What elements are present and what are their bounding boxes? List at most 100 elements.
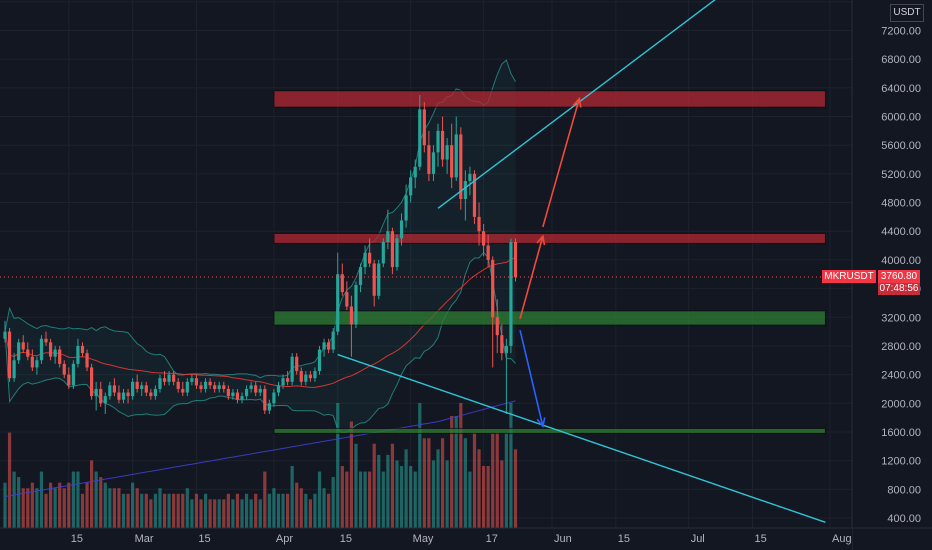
volume-bar: [399, 466, 404, 528]
candle-body: [349, 306, 354, 325]
volume-bar: [176, 493, 180, 528]
candle-body: [372, 263, 376, 296]
y-tick-label: 7200.00: [881, 25, 921, 37]
arrow-down-arrow: [519, 329, 544, 427]
candle-body: [504, 345, 508, 354]
volume-bar: [327, 493, 331, 528]
volume-bar: [381, 471, 385, 528]
volume-bar: [418, 403, 422, 528]
candle-body: [190, 378, 194, 382]
candle-body: [117, 392, 121, 400]
candle-body: [354, 284, 358, 325]
volume-bar: [313, 493, 317, 528]
candle-body: [194, 378, 199, 386]
volume-bar: [185, 488, 189, 528]
zone-resistance-lower: [273, 232, 826, 244]
volume-bar: [30, 482, 34, 528]
volume-bar: [194, 493, 199, 528]
volume-bar: [53, 488, 57, 528]
candle-body: [80, 345, 85, 354]
y-tick-label: 3200.00: [881, 312, 921, 324]
volume-bar: [427, 438, 431, 528]
candle-body: [99, 388, 103, 404]
y-tick-label: 2400.00: [881, 370, 921, 382]
candle-body: [158, 378, 162, 389]
candle-body: [71, 363, 75, 386]
candle-body: [53, 349, 57, 357]
moving-average-blue: [4, 400, 516, 497]
volume-bar: [71, 471, 75, 528]
volume-bar: [3, 482, 7, 528]
volume-bar: [76, 471, 80, 528]
volume-bar: [431, 460, 436, 528]
y-tick-label: 5600.00: [881, 140, 921, 152]
volume-bar: [354, 443, 358, 528]
candle-body: [404, 195, 408, 221]
trendline-ascending-line: [437, 0, 716, 209]
candle-body: [94, 388, 98, 397]
candle-body: [472, 173, 477, 217]
candle-body: [409, 177, 413, 196]
candle-body: [258, 388, 262, 393]
volume-bar: [413, 471, 417, 528]
candle-body: [345, 292, 349, 307]
arrowhead-up-arrow-2: [572, 96, 582, 108]
volume-bar: [213, 499, 217, 528]
volume-bar: [158, 488, 162, 528]
y-tick-label: 6800.00: [881, 54, 921, 66]
candle-body: [62, 363, 66, 375]
volume-bar: [67, 482, 71, 528]
candle-body: [108, 385, 112, 397]
y-tick-label: 5200.00: [881, 169, 921, 181]
volume-bar: [199, 499, 203, 528]
currency-unit-label[interactable]: USDT: [890, 4, 924, 22]
volume-bar: [7, 432, 12, 528]
volume-bar: [181, 493, 185, 528]
arrowhead-up-arrow-1: [536, 234, 546, 246]
candle-body: [513, 241, 518, 278]
candle-body: [249, 385, 253, 389]
y-tick-label: 4800.00: [881, 198, 921, 210]
x-tick-label: Aug: [832, 533, 852, 545]
candle-body: [395, 238, 399, 268]
volume-bar: [395, 460, 399, 528]
volume-bar: [85, 482, 89, 528]
x-tick-label: Apr: [276, 533, 293, 545]
candle-body: [263, 388, 267, 411]
candle-body: [459, 134, 463, 199]
zone-support-upper: [273, 310, 826, 326]
volume-bar: [368, 471, 372, 528]
candle-body: [386, 231, 390, 242]
volume-bar: [240, 499, 244, 528]
volume-bar: [172, 493, 176, 528]
x-tick-label: Jul: [691, 533, 705, 545]
x-tick-label: 15: [198, 533, 210, 545]
volume-bar: [386, 454, 390, 528]
volume-bar: [249, 499, 253, 528]
volume-bar: [35, 488, 39, 528]
candle-body: [44, 338, 48, 343]
candle-body: [317, 349, 322, 372]
candle-body: [76, 345, 80, 364]
candle-body: [254, 385, 258, 393]
candle-body: [17, 342, 21, 361]
volume-bar: [349, 421, 354, 528]
volume-bar: [472, 432, 477, 528]
volume-bar: [363, 471, 367, 528]
volume-bar: [377, 454, 381, 528]
volume-bar: [390, 443, 395, 528]
candle-body: [267, 403, 271, 411]
volume-bar: [445, 460, 449, 528]
candle-body: [381, 241, 385, 264]
volume-bar: [463, 438, 467, 528]
volume-bar: [48, 482, 53, 528]
y-tick-label: 4000.00: [881, 255, 921, 267]
volume-bar: [299, 488, 303, 528]
trendline-descending-line: [337, 353, 826, 523]
candle-body: [131, 381, 135, 397]
candle-body: [468, 173, 472, 182]
volume-bar: [162, 493, 167, 528]
volume-bar: [450, 416, 454, 528]
